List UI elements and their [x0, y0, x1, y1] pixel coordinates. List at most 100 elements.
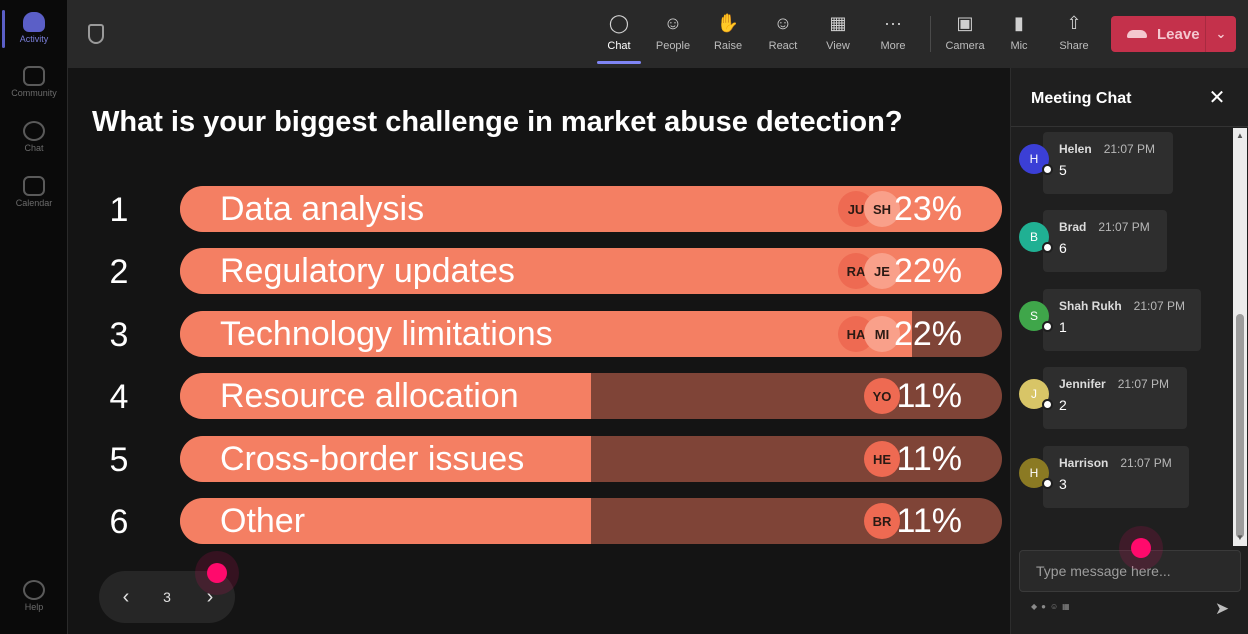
chat-message[interactable]: Harrison 21:07 PM 3 H — [1019, 446, 1229, 510]
option-bar-fill — [180, 436, 591, 482]
message-time: 21:07 PM — [1098, 220, 1150, 234]
voter-avatar: YO — [864, 378, 900, 414]
presence-indicator — [1042, 478, 1053, 489]
next-page-button[interactable]: › — [206, 586, 214, 608]
poll-option-row: 2 Regulatory updates RA JE 22% — [68, 248, 1010, 296]
scroll-up-icon[interactable]: ▲ — [1236, 131, 1244, 140]
option-bar: Regulatory updates RA JE 22% — [180, 248, 1002, 294]
phone-hangup-icon — [1127, 30, 1147, 38]
react-button[interactable]: ☺ React — [758, 12, 808, 53]
toolbar-label: Mic — [1010, 40, 1028, 52]
more-icon: ··· — [884, 12, 902, 33]
rail-item-label: Calendar — [15, 198, 53, 208]
chat-scrollbar[interactable]: ▲ ▼ — [1233, 128, 1247, 546]
message-header: Shah Rukh 21:07 PM — [1059, 299, 1185, 313]
poll-question: What is your biggest challenge in market… — [92, 106, 903, 138]
raise-hand-button[interactable]: ✋ Raise — [703, 12, 753, 53]
option-bar: Other BR 11% — [180, 498, 1002, 544]
toolbar-label: View — [826, 40, 850, 52]
more-button[interactable]: ··· More — [868, 12, 918, 53]
shield-icon — [88, 24, 104, 44]
option-label: Data analysis — [220, 190, 425, 228]
message-bubble: Harrison 21:07 PM 3 — [1043, 446, 1189, 508]
option-bar: Cross-border issues HE 11% — [180, 436, 1002, 482]
message-bubble: Helen 21:07 PM 5 — [1043, 132, 1173, 194]
mic-button[interactable]: ▮ Mic — [994, 12, 1044, 53]
leave-split-divider — [1205, 16, 1206, 52]
chat-message[interactable]: Shah Rukh 21:07 PM 1 S — [1019, 289, 1229, 353]
active-indicator — [2, 10, 5, 48]
presence-indicator — [1042, 242, 1053, 253]
rail-item-label: Community — [11, 88, 57, 98]
people-icon: ☺ — [663, 12, 683, 33]
sender-name: Harrison — [1059, 456, 1109, 470]
bell-icon — [23, 12, 45, 32]
option-bar: Technology limitations HA MI 22% — [180, 311, 1002, 357]
poll-option-row: 5 Cross-border issues HE 11% — [68, 436, 1010, 484]
poll-option-row: 6 Other BR 11% — [68, 498, 1010, 546]
view-button[interactable]: ▦ View — [813, 12, 863, 53]
rail-item-label: Activity — [19, 34, 49, 44]
leave-button[interactable]: Leave ⌄ — [1111, 16, 1236, 52]
rail-item-label: Chat — [24, 143, 44, 153]
leave-label: Leave — [1157, 25, 1200, 43]
rail-item-help[interactable]: Help — [0, 580, 68, 612]
page-number: 3 — [163, 589, 171, 605]
message-text: 3 — [1059, 476, 1067, 492]
toolbar-label: Camera — [945, 40, 985, 52]
option-label: Other — [220, 502, 306, 540]
app-rail: Activity Community Chat Calendar Help — [0, 0, 68, 634]
chat-divider — [1011, 126, 1248, 127]
people-button[interactable]: ☺ People — [648, 12, 698, 53]
toolbar-label: React — [768, 40, 798, 52]
sender-name: Brad — [1059, 220, 1087, 234]
scroll-down-icon[interactable]: ▼ — [1236, 533, 1244, 542]
chevron-down-icon[interactable]: ⌄ — [1215, 26, 1227, 41]
chat-message[interactable]: Brad 21:07 PM 6 B — [1019, 210, 1229, 274]
message-bubble: Shah Rukh 21:07 PM 1 — [1043, 289, 1201, 351]
voter-avatar: HE — [864, 441, 900, 477]
rail-item-activity[interactable]: Activity — [0, 12, 68, 44]
chat-icon: ◯ — [608, 12, 630, 33]
meeting-chat-panel: Meeting Chat ✕ Helen 21:07 PM 5 H Brad 21:07 … — [1010, 68, 1248, 634]
chat-message-input[interactable] — [1019, 550, 1241, 592]
option-bar-fill — [180, 498, 591, 544]
option-number: 5 — [109, 441, 129, 479]
chat-button[interactable]: ◯ Chat — [594, 12, 644, 53]
chat-message[interactable]: Jennifer 21:07 PM 2 J — [1019, 367, 1229, 431]
previous-page-button[interactable]: ‹ — [122, 586, 130, 608]
option-number: 2 — [109, 253, 129, 291]
close-icon[interactable]: ✕ — [1208, 87, 1226, 109]
rail-item-chat[interactable]: Chat — [0, 121, 68, 153]
rail-item-community[interactable]: Community — [0, 66, 68, 98]
option-label: Resource allocation — [220, 377, 519, 415]
toolbar-label: Chat — [607, 40, 631, 52]
share-button[interactable]: ⇧ Share — [1049, 12, 1099, 53]
community-icon — [23, 66, 45, 86]
share-icon: ⇧ — [1066, 12, 1082, 33]
option-percentage: 11% — [896, 377, 962, 415]
rail-item-label: Help — [24, 602, 44, 612]
toolbar-label: Share — [1059, 40, 1089, 52]
message-text: 2 — [1059, 397, 1067, 413]
send-icon[interactable]: ➤ — [1214, 599, 1230, 618]
option-label: Technology limitations — [220, 315, 553, 353]
rail-item-calendar[interactable]: Calendar — [0, 176, 68, 208]
option-percentage: 11% — [896, 440, 962, 478]
scrollbar-thumb[interactable] — [1236, 314, 1244, 538]
presence-indicator — [1042, 399, 1053, 410]
chat-active-indicator — [597, 61, 641, 64]
chat-message[interactable]: Helen 21:07 PM 5 H — [1019, 132, 1229, 196]
option-bar: Resource allocation YO 11% — [180, 373, 1002, 419]
laser-pointer — [1131, 538, 1151, 558]
message-time: 21:07 PM — [1133, 299, 1186, 313]
option-label: Cross-border issues — [220, 440, 525, 478]
camera-button[interactable]: ▣ Camera — [940, 12, 990, 53]
option-label: Regulatory updates — [220, 252, 515, 290]
format-tools-icon[interactable]: ◆●☺▦ — [1031, 602, 1074, 611]
message-header: Brad 21:07 PM — [1059, 220, 1151, 234]
message-header: Helen 21:07 PM — [1059, 142, 1157, 156]
laser-pointer — [207, 563, 227, 583]
option-percentage: 22% — [893, 315, 962, 353]
help-icon — [23, 580, 45, 600]
